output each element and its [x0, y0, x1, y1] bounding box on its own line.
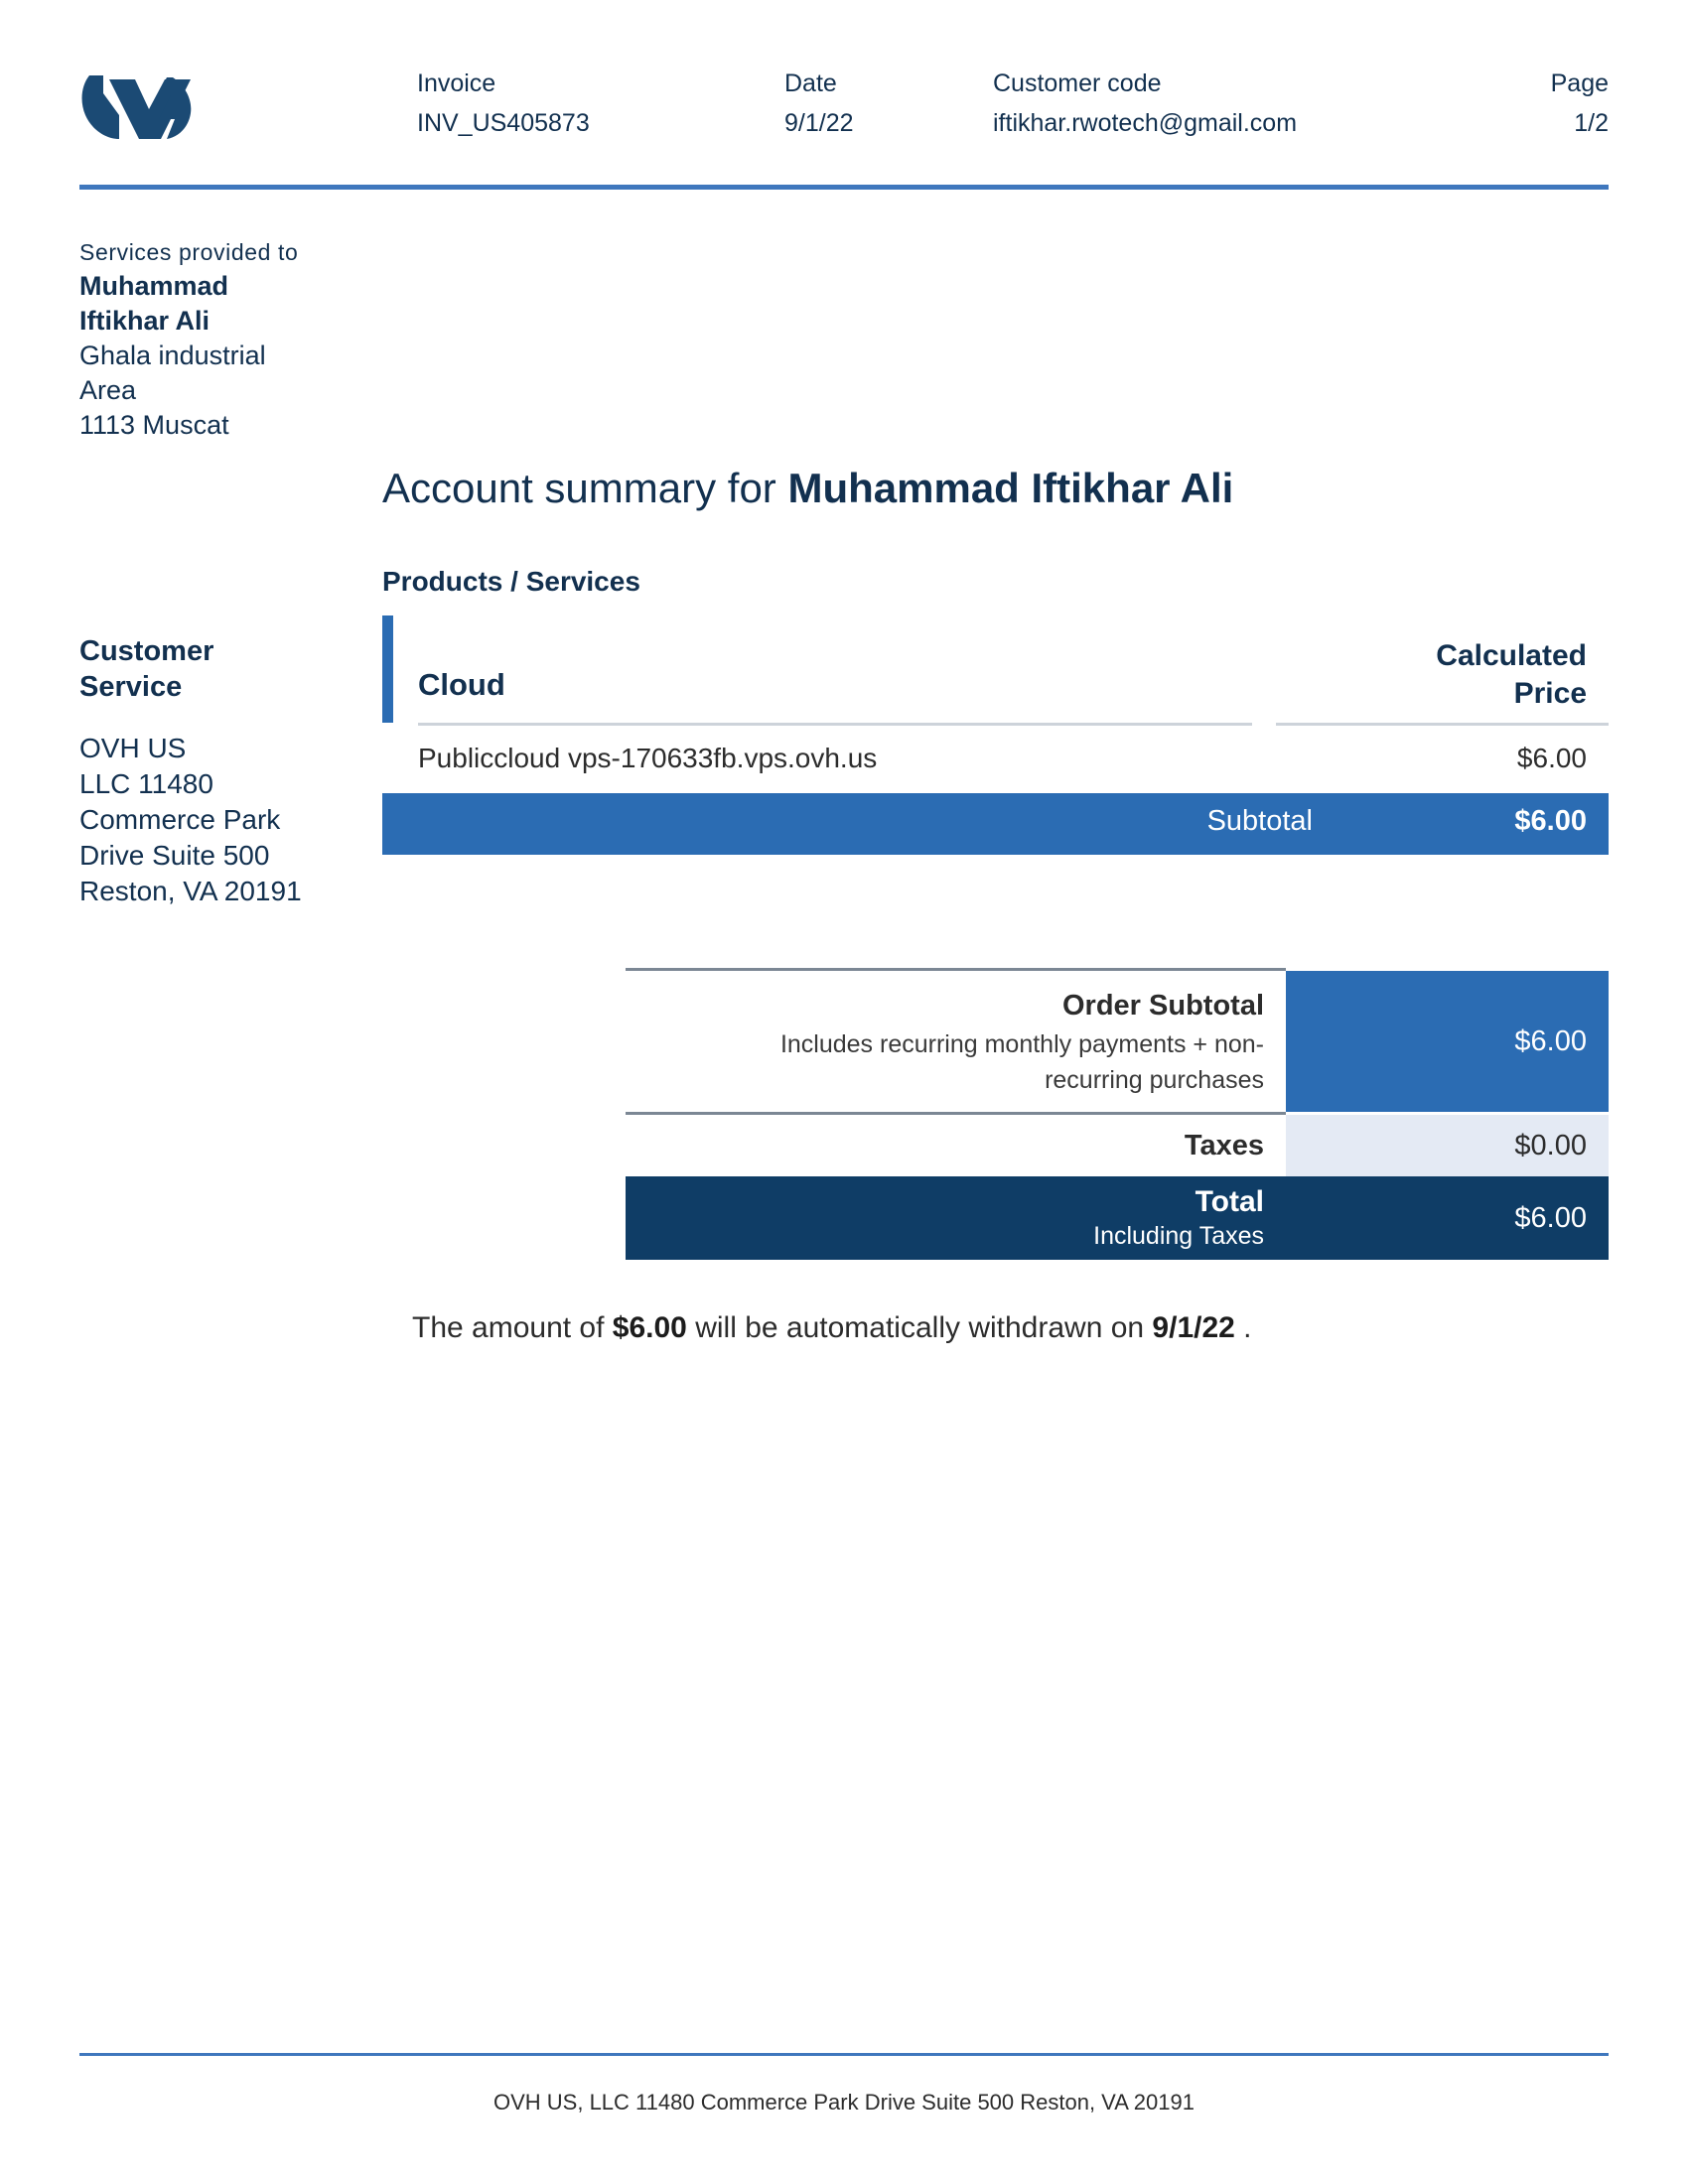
header-field-invoice: Invoice INV_US405873 [417, 64, 590, 143]
products-services-heading: Products / Services [382, 566, 640, 597]
taxes-row: Taxes $0.00 [626, 1115, 1609, 1176]
order-subtotal-note-line1: Includes recurring monthly payments + no… [779, 1030, 1264, 1058]
bill-to-address-line3: 1113 Muscat [79, 410, 229, 440]
customer-service-address-line1: OVH US [79, 733, 187, 763]
taxes-value: $0.00 [1286, 1115, 1609, 1176]
customer-service-address-line2: LLC 11480 [79, 768, 213, 799]
category-subtotal-value: $6.00 [1514, 805, 1587, 837]
customer-service-title-line1: Customer [79, 635, 214, 667]
header-value-invoice: INV_US405873 [417, 109, 590, 137]
line-item-name: Publiccloud vps-170633fb.vps.ovh.us [418, 743, 878, 773]
total-label-cell: Total Including Taxes [626, 1176, 1286, 1260]
bill-to-name-line2: Iftikhar Ali [79, 306, 211, 336]
products-table-category: Cloud [418, 667, 505, 702]
page-header: Invoice INV_US405873 Date 9/1/22 Custome… [79, 58, 1609, 147]
total-label: Total [1195, 1185, 1264, 1218]
footer-divider [79, 2053, 1609, 2056]
bill-to-address-line1: Ghala industrial [79, 341, 266, 370]
totals-mid-rule [626, 1112, 1286, 1115]
withdraw-note-part1: The amount of [412, 1311, 613, 1344]
header-fields: Invoice INV_US405873 Date 9/1/22 Custome… [338, 58, 1609, 147]
total-note: Including Taxes [1093, 1222, 1264, 1250]
account-summary-prefix: Account summary for [382, 465, 788, 511]
order-subtotal-note-line2: recurring purchases [1045, 1066, 1264, 1094]
header-rule-left [418, 723, 1252, 726]
category-subtotal-label: Subtotal [1206, 805, 1313, 837]
taxes-label: Taxes [1184, 1129, 1264, 1161]
bill-to-address-line2: Area [79, 375, 137, 405]
header-field-date: Date 9/1/22 [784, 64, 854, 143]
totals-block: Order Subtotal Includes recurring monthl… [626, 968, 1609, 1260]
header-divider [79, 185, 1609, 190]
customer-service-address-line4: Drive Suite 500 [79, 840, 270, 871]
customer-service-address-line5: Reston, VA 20191 [79, 876, 302, 906]
products-table-header: Cloud Calculated Price [382, 615, 1609, 723]
header-field-customer-code: Customer code iftikhar.rwotech@gmail.com [993, 64, 1297, 143]
withdraw-note-amount: $6.00 [612, 1311, 687, 1344]
products-table-header-rules [382, 723, 1609, 726]
category-accent-bar [382, 615, 393, 723]
header-value-date: 9/1/22 [784, 109, 854, 137]
account-summary-customer: Muhammad Iftikhar Ali [787, 465, 1234, 511]
header-label-invoice: Invoice [417, 69, 496, 97]
line-item-price: $6.00 [1516, 743, 1587, 773]
withdraw-note-date: 9/1/22 [1152, 1311, 1235, 1344]
total-row: Total Including Taxes $6.00 [626, 1176, 1609, 1260]
total-value: $6.00 [1286, 1176, 1609, 1260]
order-subtotal-row: Order Subtotal Includes recurring monthl… [626, 971, 1609, 1112]
ovh-logo-icon [79, 64, 197, 141]
totals-top-rule [626, 968, 1286, 971]
products-table: Cloud Calculated Price Publiccloud vps-1… [382, 615, 1609, 855]
order-subtotal-label: Order Subtotal [1061, 990, 1264, 1022]
price-header-line1: Calculated [1436, 639, 1587, 672]
header-label-date: Date [784, 69, 837, 97]
table-row: Publiccloud vps-170633fb.vps.ovh.us $6.0… [382, 726, 1609, 793]
customer-service-block: Customer Service OVH US LLC 11480 Commer… [79, 633, 367, 909]
order-subtotal-label-cell: Order Subtotal Includes recurring monthl… [626, 971, 1286, 1112]
order-subtotal-value: $6.00 [1286, 971, 1609, 1112]
header-rule-right [1276, 723, 1609, 726]
withdraw-note-part2: will be automatically withdrawn on [686, 1311, 1153, 1344]
header-value-page: 1/2 [1574, 109, 1609, 137]
header-label-customer-code: Customer code [993, 69, 1162, 97]
withdraw-note-part3: . [1234, 1311, 1252, 1344]
customer-service-title-line2: Service [79, 671, 183, 703]
category-subtotal-bar: Subtotal $6.00 [382, 793, 1609, 855]
header-label-page: Page [1550, 69, 1609, 97]
account-summary-title: Account summary for Muhammad Iftikhar Al… [382, 463, 1233, 514]
bill-to-block: Services provided to Muhammad Iftikhar A… [79, 235, 407, 443]
price-header-line2: Price [1513, 677, 1587, 710]
products-table-price-header: Calculated Price [1436, 637, 1587, 713]
header-field-page: Page 1/2 [1551, 64, 1609, 143]
customer-service-address-line3: Commerce Park [79, 804, 281, 835]
withdraw-note: The amount of $6.00 will be automaticall… [412, 1308, 1252, 1348]
header-value-customer-code: iftikhar.rwotech@gmail.com [993, 109, 1298, 137]
bill-to-name-line1: Muhammad [79, 271, 229, 301]
bill-to-label: Services provided to [79, 239, 299, 265]
footer-text: OVH US, LLC 11480 Commerce Park Drive Su… [493, 2090, 1195, 2115]
